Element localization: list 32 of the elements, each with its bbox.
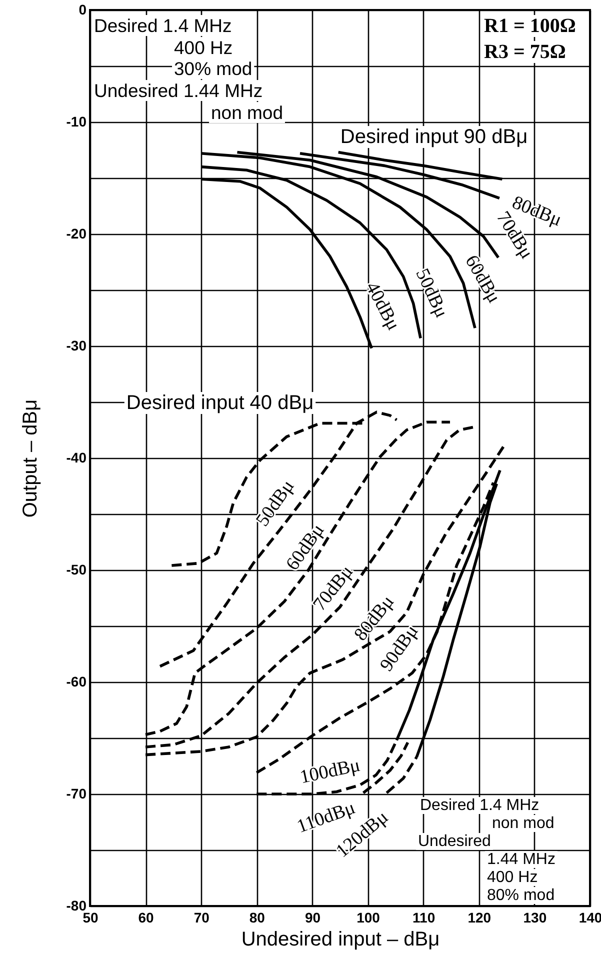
y-tick-label: -60 bbox=[66, 674, 87, 690]
annotation: non mod bbox=[492, 815, 554, 832]
annotation: R3 = 75Ω bbox=[484, 41, 566, 63]
y-tick-label: -40 bbox=[66, 450, 87, 466]
x-tick-label: 70 bbox=[194, 910, 210, 926]
annotation: Desired 1.4 MHz bbox=[94, 15, 232, 36]
annotation: Undesired 1.44 MHz bbox=[94, 80, 263, 101]
x-tick-label: 80 bbox=[249, 910, 266, 926]
annotation: 80% mod bbox=[487, 887, 555, 904]
x-tick-label: 120 bbox=[468, 910, 492, 926]
x-tick-label: 90 bbox=[304, 910, 321, 926]
annotation: 400 Hz bbox=[174, 37, 233, 58]
y-tick-label: -20 bbox=[66, 226, 87, 242]
x-tick-label: 60 bbox=[138, 910, 154, 926]
x-axis-title: Undesired input – dBμ bbox=[241, 928, 440, 950]
text: 40dBμ bbox=[361, 278, 404, 334]
y-tick-label: -10 bbox=[66, 114, 87, 130]
annotation: Desired input 90 dBμ bbox=[340, 126, 528, 148]
text: 100dBμ bbox=[298, 754, 362, 788]
text: 50dBμ bbox=[411, 266, 452, 321]
y-axis-title: Output – dBμ bbox=[19, 399, 42, 518]
annotation: R1 = 100Ω bbox=[484, 15, 576, 37]
y-tick-label: 0 bbox=[78, 2, 87, 18]
x-tick-label: 110 bbox=[412, 910, 436, 926]
annotation: 400 Hz bbox=[487, 869, 538, 886]
y-tick-label: -30 bbox=[66, 338, 87, 354]
x-tick-label: 100 bbox=[356, 910, 380, 926]
y-tick-label: -70 bbox=[66, 786, 87, 802]
annotation: 1.44 MHz bbox=[487, 851, 556, 868]
y-tick-label: -50 bbox=[66, 562, 87, 578]
annotation: Desired 1.4 MHz bbox=[420, 797, 540, 814]
x-tick-label: 130 bbox=[523, 910, 547, 926]
